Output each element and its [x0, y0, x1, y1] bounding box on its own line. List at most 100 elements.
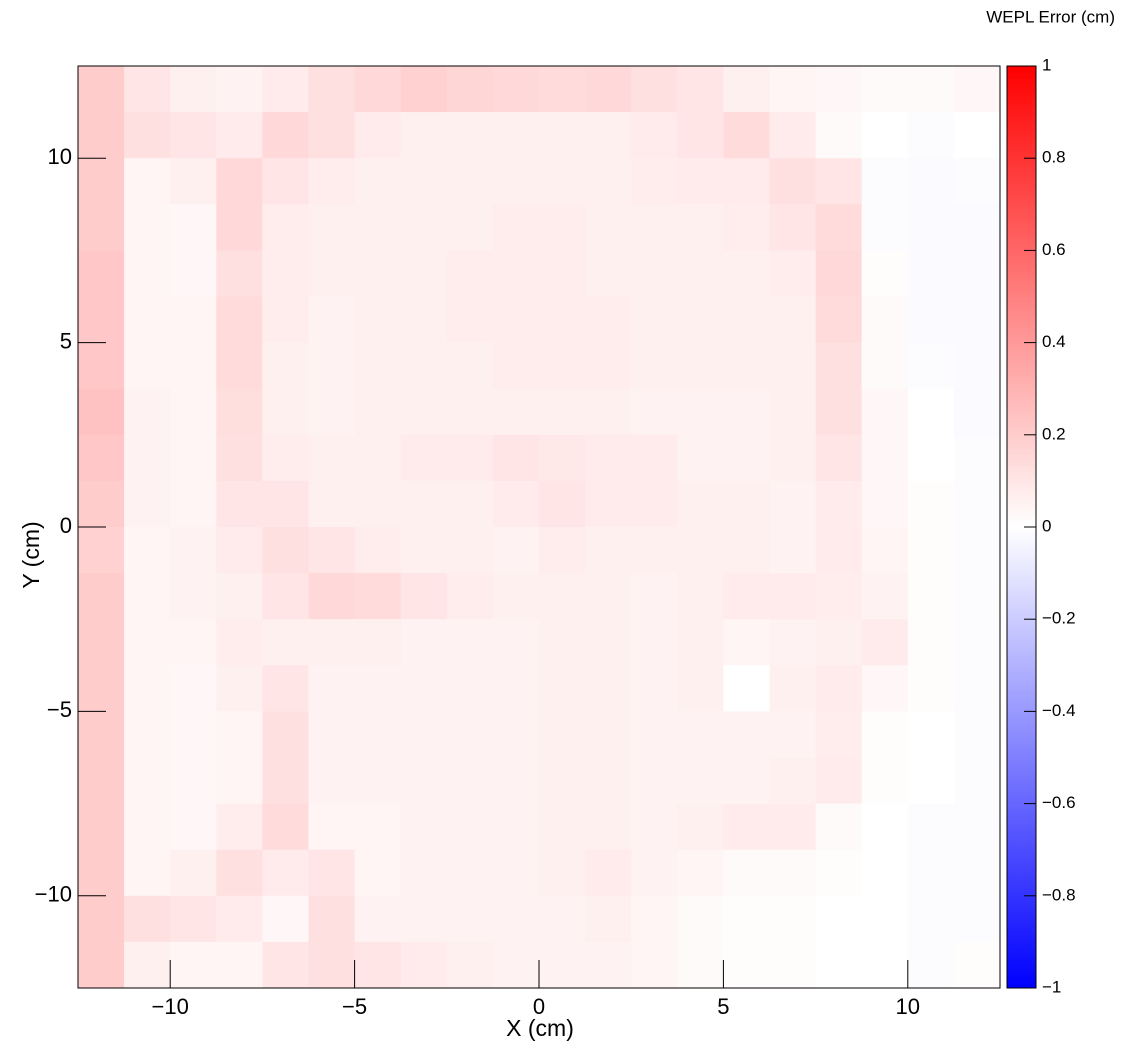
heat-cell: [400, 757, 448, 805]
heat-cell: [723, 527, 770, 574]
heat-cell: [400, 803, 448, 851]
heat-cell: [585, 204, 632, 251]
heat-cell: [492, 757, 540, 805]
heat-cell: [585, 342, 632, 390]
y-tick-label: 0: [60, 513, 72, 538]
heat-cell: [539, 388, 586, 436]
colorbar-tick-label: −0.4: [1042, 701, 1076, 720]
heat-cell: [354, 849, 402, 897]
heat-cell: [585, 573, 632, 620]
heat-cell: [953, 941, 1001, 989]
heat-cell: [769, 665, 817, 712]
heat-cell: [78, 573, 125, 620]
heat-cell: [769, 573, 817, 620]
heat-cell: [354, 619, 402, 666]
heat-cell: [78, 895, 125, 943]
heat-cell: [631, 342, 678, 390]
heat-cell: [769, 480, 817, 528]
heat-cell: [585, 250, 632, 297]
heat-cell: [953, 757, 1001, 805]
heat-cell: [170, 803, 217, 851]
heat-cell: [907, 711, 955, 758]
heat-cell: [539, 66, 586, 113]
heat-cell: [354, 112, 402, 159]
heat-cell: [907, 296, 955, 344]
heat-cell: [769, 803, 817, 851]
heat-cell: [907, 573, 955, 620]
heat-cell: [492, 849, 540, 897]
heat-cell: [400, 158, 448, 205]
heat-cell: [539, 158, 586, 205]
heat-cell: [953, 711, 1001, 758]
heat-cell: [308, 480, 356, 528]
heat-cell: [216, 941, 263, 989]
heat-cell: [262, 66, 309, 113]
colorbar-tick-label: −0.6: [1042, 793, 1076, 812]
heat-cell: [815, 204, 863, 251]
heat-cell: [861, 66, 909, 113]
heat-cell: [539, 112, 586, 159]
heat-cell: [861, 204, 909, 251]
heat-cell: [308, 665, 356, 712]
heat-cell: [769, 66, 817, 113]
heat-cell: [170, 757, 217, 805]
heat-cell: [446, 665, 494, 712]
heat-cell: [446, 895, 494, 943]
heat-cell: [861, 895, 909, 943]
heat-cell: [170, 941, 217, 989]
heat-cell: [769, 296, 817, 344]
heat-cell: [861, 434, 909, 482]
heat-cell: [124, 480, 171, 528]
heat-cell: [631, 757, 678, 805]
heat-cell: [170, 895, 217, 943]
heat-cell: [953, 112, 1001, 159]
heat-cell: [400, 527, 448, 574]
heat-cell: [216, 112, 263, 159]
colorbar-title: WEPL Error (cm): [986, 7, 1115, 26]
heat-cell: [723, 204, 770, 251]
heat-cell: [585, 803, 632, 851]
heat-cell: [262, 388, 309, 436]
heat-cell: [861, 941, 909, 989]
heat-cell: [216, 434, 263, 482]
heat-cell: [861, 342, 909, 390]
heat-cell: [170, 480, 217, 528]
heat-cell: [446, 296, 494, 344]
heat-cell: [446, 66, 494, 113]
heat-cell: [723, 757, 770, 805]
heat-cell: [723, 711, 770, 758]
heat-cell: [631, 895, 678, 943]
heat-cell: [124, 849, 171, 897]
heat-cell: [907, 66, 955, 113]
heat-cell: [216, 895, 263, 943]
heat-cell: [446, 941, 494, 989]
heat-cell: [170, 619, 217, 666]
heat-cell: [308, 388, 356, 436]
heat-cell: [907, 665, 955, 712]
heat-cell: [585, 849, 632, 897]
heat-cell: [677, 388, 724, 436]
heat-cell: [492, 112, 540, 159]
heat-cell: [400, 296, 448, 344]
heat-cell: [446, 250, 494, 297]
heat-cell: [631, 480, 678, 528]
heat-cell: [907, 757, 955, 805]
heat-cell: [262, 342, 309, 390]
heat-cell: [631, 619, 678, 666]
heat-cell: [262, 895, 309, 943]
heat-cell: [446, 342, 494, 390]
heat-cell: [262, 803, 309, 851]
heat-cell: [308, 803, 356, 851]
heat-cell: [262, 711, 309, 758]
heat-cell: [262, 480, 309, 528]
heat-cell: [354, 527, 402, 574]
heat-cell: [723, 665, 770, 712]
colorbar-tick-label: −0.8: [1042, 885, 1076, 904]
heat-cell: [539, 711, 586, 758]
heat-cell: [861, 803, 909, 851]
heat-cell: [769, 112, 817, 159]
heat-cell: [216, 66, 263, 113]
heat-cell: [400, 573, 448, 620]
heat-cell: [953, 527, 1001, 574]
heat-cell: [400, 204, 448, 251]
